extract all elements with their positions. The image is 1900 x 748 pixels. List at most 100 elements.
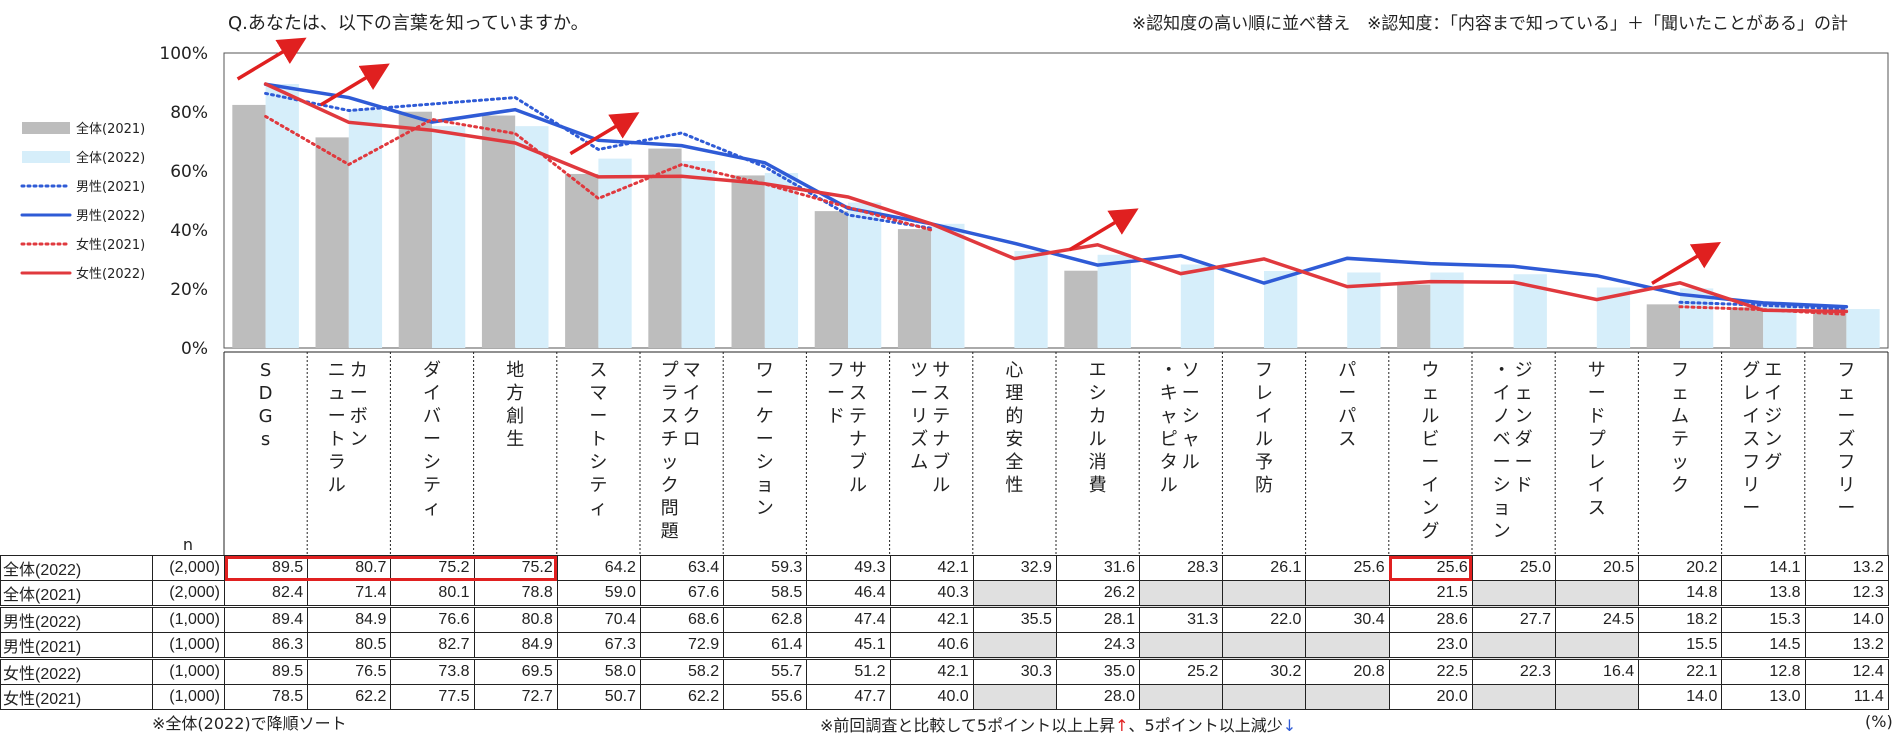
table-cell: 77.5 xyxy=(390,684,475,710)
table-cell: 67.3 xyxy=(556,632,641,659)
table-cell: 86.3 xyxy=(223,632,309,659)
category-label: 防 xyxy=(1255,475,1273,496)
table-cell: 14.0 xyxy=(1638,684,1723,710)
line-女性(2022) xyxy=(263,82,1849,314)
table-row: 男性(2021) (1,000) 86.3 80.5 82.7 84.9 67.3 72.9 6… xyxy=(0,632,1889,659)
category-label: ル xyxy=(1255,429,1273,450)
bar-all-2022 xyxy=(265,83,299,348)
category-label: ス xyxy=(849,383,867,404)
category-label-2: ニ xyxy=(328,360,346,381)
category-label: パ xyxy=(1338,360,1356,381)
row-label: 全体(2021) xyxy=(0,580,153,607)
table-cell xyxy=(1139,580,1224,607)
category-label-2: フ xyxy=(1742,452,1760,473)
table-cell: 11.4 xyxy=(1804,684,1889,710)
row-n: (1,000) xyxy=(152,632,225,659)
category-label: フ xyxy=(1837,360,1855,381)
category-label: ェ xyxy=(1671,383,1689,404)
category-label: ウ xyxy=(1421,360,1439,381)
category-label: ェ xyxy=(1837,383,1855,404)
table-cell: 76.6 xyxy=(390,605,475,633)
legend-label: 全体(2021) xyxy=(76,121,145,137)
table-cell: 25.2 xyxy=(1139,657,1224,685)
category-label: シ xyxy=(589,452,607,473)
row-label: 男性(2022) xyxy=(0,605,153,633)
category-label: イ xyxy=(1255,406,1273,427)
category-label-2: ム xyxy=(910,452,928,473)
category-label-2: ー xyxy=(1493,452,1511,473)
bar-all-2021 xyxy=(1729,307,1764,348)
category-label: イ xyxy=(1764,383,1782,404)
category-label-2: リ xyxy=(910,406,928,427)
category-label: ン xyxy=(1764,429,1782,450)
category-label-2: リ xyxy=(1742,475,1760,496)
bar-all-2021 xyxy=(648,148,682,348)
table-cell: 58.2 xyxy=(639,657,725,685)
table-cell: 89.5 xyxy=(223,555,309,581)
category-label-2: ー xyxy=(827,383,845,404)
category-label: ョ xyxy=(756,475,774,496)
category-label: テ xyxy=(849,406,867,427)
table-cell: 14.5 xyxy=(1721,632,1806,659)
n-label: n xyxy=(183,535,193,554)
table-cell: 15.3 xyxy=(1721,605,1806,633)
category-label-2: ラ xyxy=(661,383,679,404)
category-label: ブ xyxy=(849,451,867,473)
table-cell: 59.3 xyxy=(723,555,808,581)
bar-all-2021 xyxy=(481,115,516,348)
table-cell xyxy=(1139,684,1224,710)
table-cell: 28.1 xyxy=(1055,605,1141,633)
category-label: ェ xyxy=(1421,383,1439,404)
category-label: ー xyxy=(1421,452,1439,473)
table-cell: 42.1 xyxy=(889,605,974,633)
category-label-2: キ xyxy=(1160,383,1178,404)
row-n: (1,000) xyxy=(152,657,225,685)
table-cell: 62.2 xyxy=(307,684,392,710)
row-label: 全体(2022) xyxy=(0,555,153,581)
table-cell: 89.4 xyxy=(223,605,309,633)
category-label: エ xyxy=(1764,360,1782,381)
table-cell: 25.6 xyxy=(1388,555,1473,581)
table-cell xyxy=(1222,632,1307,659)
bar-all-2021 xyxy=(814,211,848,348)
bar-all-2021 xyxy=(398,111,432,348)
header-note: ※認知度の高い順に並べ替え ※認知度：「内容まで知っている」＋「聞いたことがある… xyxy=(1132,14,1848,34)
table-cell: 47.7 xyxy=(806,684,891,710)
table-row: 全体(2022) (2,000) 89.5 80.7 75.2 75.2 64.2 63.4 5… xyxy=(0,555,1889,581)
legend-swatch xyxy=(22,122,70,134)
row-n: (1,000) xyxy=(152,605,225,633)
table-cell xyxy=(1554,580,1640,607)
bar-all-2021 xyxy=(1813,311,1847,348)
table-cell: 55.7 xyxy=(723,657,808,685)
category-label: ス xyxy=(1588,498,1606,519)
category-label-2: ス xyxy=(1742,429,1760,450)
category-label-2: チ xyxy=(661,429,679,450)
category-label-2: タ xyxy=(1160,452,1178,473)
table-cell: 22.0 xyxy=(1222,605,1307,633)
category-label-2: 題 xyxy=(661,521,679,542)
table-cell: 13.8 xyxy=(1721,580,1806,607)
down-arrow-icon: ↓ xyxy=(1282,716,1297,735)
category-label-2: ッ xyxy=(661,452,679,473)
table-cell: 80.1 xyxy=(390,580,475,607)
category-label: イ xyxy=(1588,475,1606,496)
category-label: ッ xyxy=(1671,452,1689,473)
table-cell: 28.6 xyxy=(1388,605,1473,633)
footer-note-prefix: ※前回調査と比較して5ポイント以上上昇 xyxy=(820,716,1116,735)
table-cell: 72.9 xyxy=(639,632,725,659)
category-label: ェ xyxy=(1515,383,1533,404)
table-cell: 68.6 xyxy=(639,605,725,633)
table-cell: 76.5 xyxy=(307,657,392,685)
category-label: 全 xyxy=(1005,452,1023,473)
category-label: ト xyxy=(589,429,607,450)
table-cell: 31.3 xyxy=(1139,605,1224,633)
category-label-2: ・ xyxy=(1160,360,1178,381)
category-label: ン xyxy=(350,429,368,450)
table-cell: 59.0 xyxy=(556,580,641,607)
table-cell: 12.3 xyxy=(1804,580,1889,607)
category-label: ー xyxy=(423,429,441,450)
table-cell: 51.2 xyxy=(806,657,891,685)
category-label: 安 xyxy=(1005,429,1023,450)
category-label: ー xyxy=(1837,498,1855,519)
category-label: ロ xyxy=(683,429,701,450)
